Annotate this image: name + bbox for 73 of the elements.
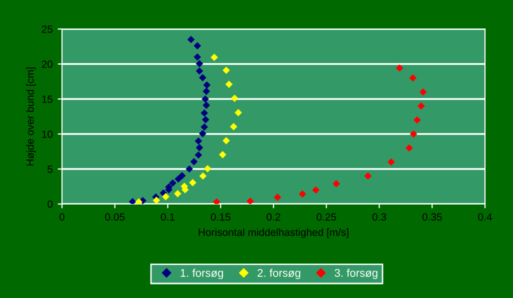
- point: [200, 123, 208, 131]
- point: [312, 186, 320, 194]
- point: [196, 60, 204, 68]
- point: [230, 122, 238, 130]
- point: [194, 137, 202, 145]
- point: [128, 198, 136, 204]
- x-tick-label: 0: [60, 213, 64, 221]
- x-tick-label: 0.15: [210, 213, 230, 221]
- point: [413, 116, 421, 124]
- point: [202, 102, 210, 109]
- point: [234, 108, 242, 116]
- x-tick-label: 0.25: [316, 213, 336, 221]
- point: [190, 158, 198, 166]
- point: [198, 130, 206, 138]
- point: [194, 151, 202, 159]
- point: [194, 53, 202, 61]
- y-axis-title: Højde over bund [cm]: [26, 67, 36, 166]
- y-tick-label: 15: [42, 96, 53, 103]
- point: [364, 172, 372, 180]
- x-tick-label: 0.2: [266, 213, 280, 221]
- point: [186, 165, 193, 173]
- point: [388, 158, 395, 166]
- point: [210, 54, 218, 62]
- legend-label: 3. forsøg: [334, 268, 378, 280]
- point: [203, 81, 211, 89]
- y-tick-label: 5: [48, 166, 53, 173]
- legend-label: 2. forsøg: [258, 268, 300, 280]
- point: [169, 179, 176, 187]
- x-tick-label: 0.1: [160, 213, 174, 221]
- point: [200, 109, 208, 117]
- x-tick-label: 0.05: [105, 213, 125, 221]
- y-tick-label: 25: [42, 26, 53, 33]
- point: [202, 95, 209, 103]
- point: [298, 190, 306, 198]
- point: [406, 144, 413, 152]
- point: [199, 172, 207, 180]
- point: [212, 198, 220, 204]
- point: [187, 36, 195, 44]
- point: [419, 88, 427, 96]
- x-tick-label: 0.3: [372, 213, 386, 221]
- point: [162, 192, 170, 200]
- x-tick-label: 0.4: [478, 213, 492, 221]
- x-axis-title: Horisontal middelhastighed [m/s]: [198, 228, 348, 238]
- point: [196, 67, 204, 75]
- point: [174, 175, 182, 183]
- point: [202, 88, 210, 95]
- y-tick-label: 20: [42, 60, 53, 68]
- point: [274, 194, 282, 202]
- y-tick-label: 10: [42, 130, 53, 138]
- point: [246, 198, 254, 204]
- point: [417, 102, 425, 110]
- point: [152, 196, 160, 204]
- point: [225, 80, 233, 88]
- point: [204, 164, 212, 172]
- point: [135, 198, 142, 204]
- point: [222, 136, 230, 144]
- point: [174, 190, 182, 198]
- point: [410, 130, 418, 138]
- point: [202, 116, 210, 124]
- point: [194, 42, 202, 50]
- point: [189, 178, 196, 186]
- point: [196, 144, 204, 152]
- point: [396, 64, 404, 72]
- point: [230, 94, 238, 102]
- x-tick-label: 0.35: [422, 213, 442, 221]
- point: [198, 74, 206, 82]
- y-tick-label: 0: [48, 200, 53, 208]
- point: [222, 66, 230, 74]
- point: [178, 172, 186, 180]
- legend-label: 1. forsøg: [180, 268, 224, 280]
- point: [332, 180, 340, 188]
- point: [409, 74, 417, 82]
- point: [218, 150, 226, 158]
